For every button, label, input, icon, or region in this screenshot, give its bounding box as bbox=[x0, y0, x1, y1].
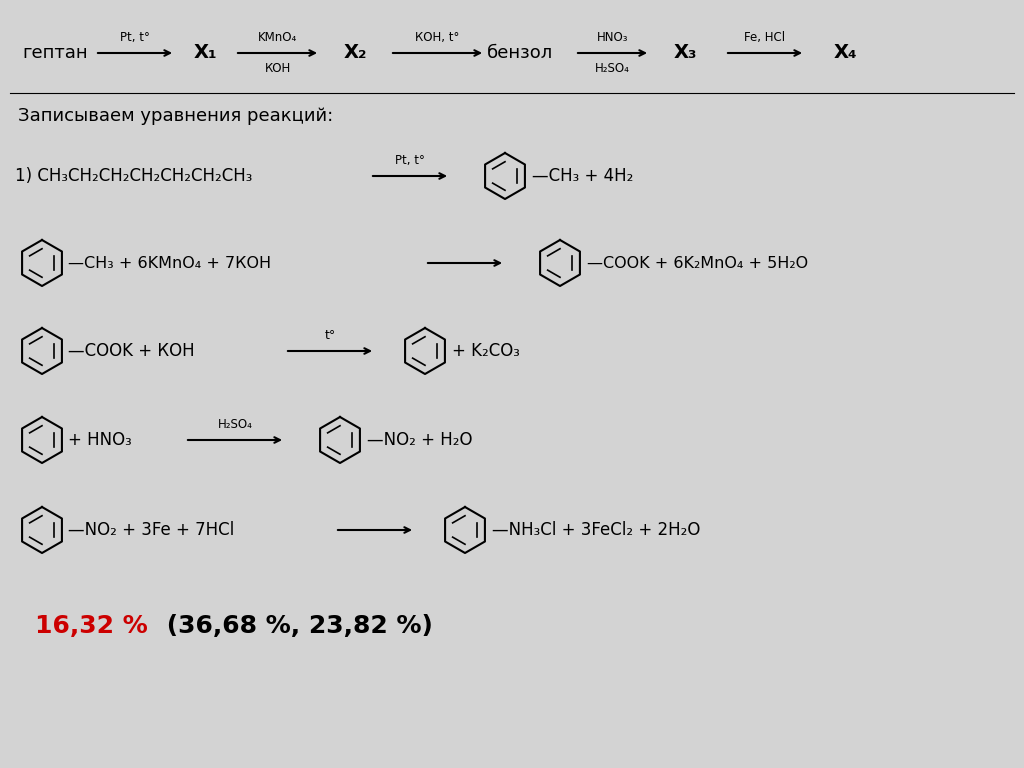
Text: (36,68 %, 23,82 %): (36,68 %, 23,82 %) bbox=[158, 614, 433, 638]
Text: гептан: гептан bbox=[23, 44, 88, 62]
Text: бензол: бензол bbox=[486, 44, 553, 62]
Text: КОН: КОН bbox=[264, 62, 291, 75]
Text: + K₂CO₃: + K₂CO₃ bbox=[452, 342, 520, 360]
Text: Pt, t°: Pt, t° bbox=[120, 31, 150, 44]
Text: Fe, HCl: Fe, HCl bbox=[744, 31, 785, 44]
Text: Записываем уравнения реакций:: Записываем уравнения реакций: bbox=[18, 107, 333, 125]
Text: —NO₂ + H₂O: —NO₂ + H₂O bbox=[367, 431, 472, 449]
Text: КОН, t°: КОН, t° bbox=[416, 31, 460, 44]
Text: X₃: X₃ bbox=[674, 44, 696, 62]
Text: X₄: X₄ bbox=[834, 44, 857, 62]
Text: —COOK + 6K₂MnO₄ + 5H₂O: —COOK + 6K₂MnO₄ + 5H₂O bbox=[587, 256, 808, 270]
Text: —NH₃Cl + 3FeCl₂ + 2H₂O: —NH₃Cl + 3FeCl₂ + 2H₂O bbox=[492, 521, 700, 539]
Text: —NO₂ + 3Fe + 7HCl: —NO₂ + 3Fe + 7HCl bbox=[68, 521, 234, 539]
Text: + HNO₃: + HNO₃ bbox=[68, 431, 132, 449]
Text: X₂: X₂ bbox=[343, 44, 367, 62]
Text: t°: t° bbox=[325, 329, 336, 342]
Text: 16,32 %: 16,32 % bbox=[35, 614, 147, 638]
Text: HNO₃: HNO₃ bbox=[597, 31, 629, 44]
Text: —CH₃ + 6KMnO₄ + 7КОН: —CH₃ + 6KMnO₄ + 7КОН bbox=[68, 256, 271, 270]
Text: 1) CH₃CH₂CH₂CH₂CH₂CH₂CH₃: 1) CH₃CH₂CH₂CH₂CH₂CH₂CH₃ bbox=[15, 167, 252, 185]
Text: Pt, t°: Pt, t° bbox=[395, 154, 425, 167]
Text: —COOK + КОН: —COOK + КОН bbox=[68, 342, 195, 360]
Text: X₁: X₁ bbox=[194, 44, 217, 62]
Text: H₂SO₄: H₂SO₄ bbox=[595, 62, 630, 75]
Text: KMnO₄: KMnO₄ bbox=[258, 31, 297, 44]
Text: —CH₃ + 4H₂: —CH₃ + 4H₂ bbox=[532, 167, 634, 185]
Text: H₂SO₄: H₂SO₄ bbox=[217, 418, 253, 431]
